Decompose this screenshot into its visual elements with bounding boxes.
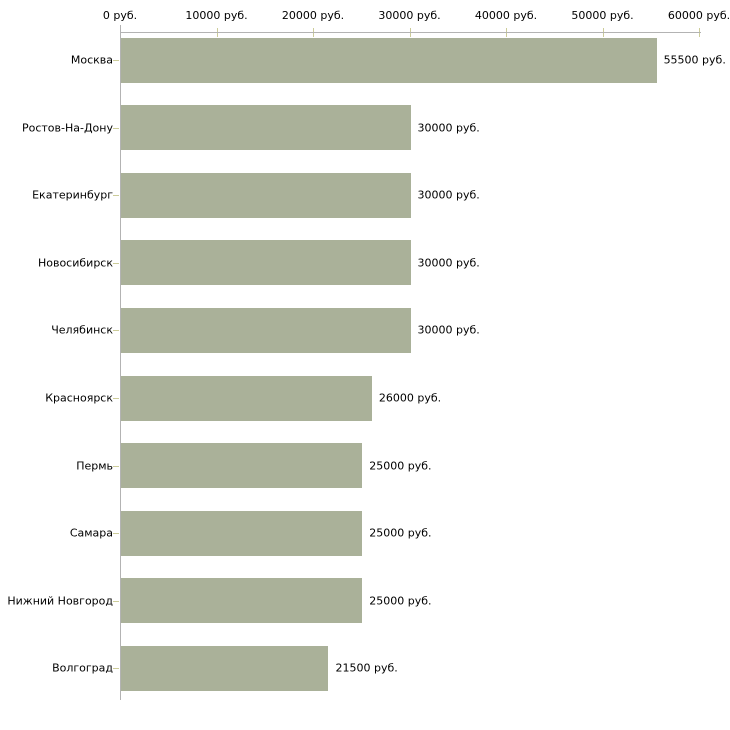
category-label: Самара bbox=[69, 526, 113, 540]
value-label: 21500 руб. bbox=[335, 661, 398, 675]
category-label: Ростов-На-Дону bbox=[21, 121, 113, 135]
bar-9 bbox=[121, 578, 363, 624]
x-axis-line bbox=[119, 31, 701, 33]
value-label: 30000 руб. bbox=[417, 121, 480, 135]
category-label: Екатеринбург bbox=[32, 188, 113, 202]
y-axis-tick-mark bbox=[113, 330, 119, 332]
bar-5 bbox=[121, 307, 411, 353]
y-axis-tick-mark bbox=[113, 262, 119, 264]
y-axis-tick-mark bbox=[113, 600, 119, 602]
value-label: 30000 руб. bbox=[417, 323, 480, 337]
y-axis-tick-mark bbox=[113, 195, 119, 197]
y-axis-tick-mark bbox=[113, 668, 119, 670]
value-label: 25000 руб. bbox=[369, 459, 432, 473]
x-axis-tick-label: 10000 руб. bbox=[185, 9, 248, 22]
value-label: 30000 руб. bbox=[417, 188, 480, 202]
category-label: Нижний Новгород bbox=[7, 594, 113, 608]
category-label: Челябинск bbox=[51, 323, 113, 337]
y-axis-tick-mark bbox=[113, 533, 119, 535]
y-axis-tick-mark bbox=[113, 465, 119, 467]
category-label: Красноярск bbox=[45, 391, 113, 405]
bar-7 bbox=[121, 443, 363, 489]
bar-8 bbox=[121, 510, 363, 556]
y-axis-tick-mark bbox=[113, 60, 119, 61]
y-axis-tick-mark bbox=[113, 127, 119, 129]
value-label: 30000 руб. bbox=[417, 256, 480, 270]
category-label: Москва bbox=[70, 53, 113, 67]
x-axis-tick-label: 20000 руб. bbox=[281, 9, 345, 22]
bar-1 bbox=[121, 37, 657, 83]
bar-6 bbox=[121, 375, 372, 421]
y-axis-line bbox=[119, 25, 121, 700]
value-label: 55500 руб. bbox=[663, 53, 726, 67]
value-label: 25000 руб. bbox=[369, 594, 432, 608]
x-axis-tick-label: 50000 руб. bbox=[571, 9, 634, 22]
value-label: 26000 руб. bbox=[378, 391, 442, 405]
y-axis-tick-mark bbox=[113, 398, 119, 399]
bar-10 bbox=[121, 645, 329, 691]
bar-4 bbox=[121, 240, 411, 286]
category-label: Пермь bbox=[76, 459, 113, 473]
bar-3 bbox=[121, 172, 411, 218]
value-label: 25000 руб. bbox=[369, 526, 432, 540]
x-axis-tick-label: 30000 руб. bbox=[378, 9, 441, 22]
x-axis-tick-label: 60000 руб. bbox=[667, 9, 730, 22]
x-axis-tick-label: 0 руб. bbox=[102, 9, 138, 22]
bar-2 bbox=[121, 105, 411, 151]
category-label: Новосибирск bbox=[37, 256, 113, 270]
x-axis-tick-label: 40000 руб. bbox=[474, 9, 538, 22]
category-label: Волгоград bbox=[52, 661, 113, 675]
